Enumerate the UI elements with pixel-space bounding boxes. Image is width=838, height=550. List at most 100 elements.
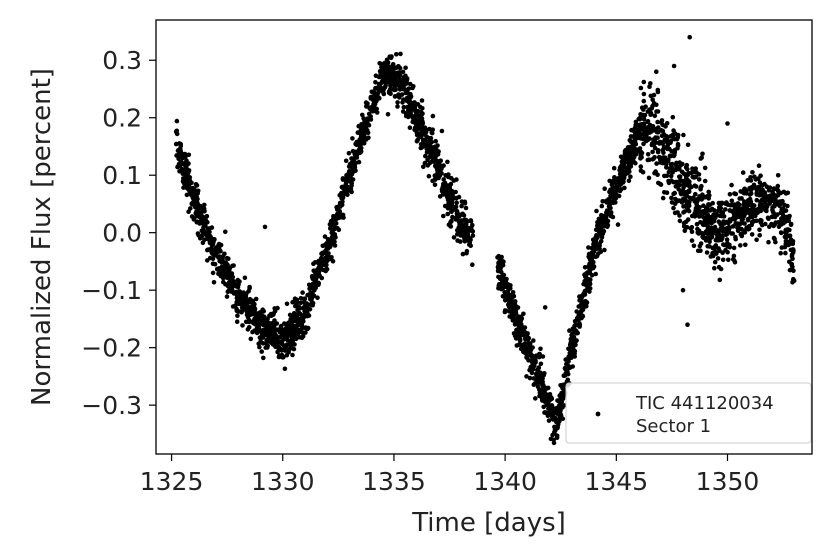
data-point [589, 260, 594, 265]
data-point [599, 212, 604, 218]
data-point [329, 254, 334, 260]
data-point [194, 219, 200, 225]
data-point [470, 229, 476, 234]
data-point [626, 163, 632, 168]
data-point [770, 205, 775, 210]
data-point [348, 186, 354, 192]
data-point [541, 404, 546, 410]
data-point [456, 194, 462, 200]
data-point [290, 352, 295, 358]
data-point [391, 73, 397, 79]
data-point [236, 282, 241, 287]
data-point [431, 146, 437, 152]
data-point [682, 228, 688, 233]
data-point [256, 320, 261, 325]
data-point [725, 244, 730, 249]
data-point [701, 235, 706, 240]
data-point [702, 178, 708, 184]
data-point [582, 265, 588, 270]
data-point [623, 165, 628, 171]
data-point [554, 419, 559, 425]
data-point [248, 312, 254, 317]
data-point [598, 249, 604, 255]
data-point [420, 124, 426, 130]
data-point [395, 104, 400, 109]
data-point [241, 306, 246, 311]
data-point [687, 195, 693, 201]
data-point [395, 100, 400, 105]
data-point [509, 308, 515, 314]
data-point [332, 220, 338, 226]
data-point [673, 167, 679, 173]
data-point [613, 200, 618, 205]
data-point [780, 213, 786, 218]
data-point [264, 337, 270, 343]
data-point [700, 194, 706, 200]
data-point [563, 367, 568, 372]
data-point [545, 399, 550, 405]
data-point [231, 263, 236, 268]
data-point [783, 191, 789, 196]
data-point [759, 182, 765, 188]
data-point [718, 266, 724, 272]
data-point [457, 222, 462, 227]
data-point [281, 335, 286, 341]
data-point [223, 229, 228, 235]
x-tick-label: 1335 [362, 467, 426, 496]
data-point [699, 155, 704, 160]
data-point [216, 266, 222, 271]
data-point [593, 245, 598, 250]
data-point [420, 111, 425, 116]
data-point [461, 218, 466, 223]
data-point [745, 217, 751, 222]
data-point [303, 330, 308, 335]
data-point [757, 202, 763, 208]
data-point [421, 164, 426, 170]
data-point [684, 182, 690, 188]
data-point [704, 250, 710, 255]
data-point [689, 229, 695, 234]
y-tick-label: 0.1 [102, 161, 142, 190]
data-point [202, 222, 208, 227]
data-point [588, 267, 593, 272]
data-point [700, 151, 705, 157]
data-point [401, 97, 406, 102]
data-point [352, 159, 357, 164]
data-point [454, 177, 459, 182]
data-point [294, 319, 300, 325]
data-point [184, 192, 190, 198]
data-point [422, 137, 428, 143]
data-point [234, 308, 240, 314]
data-point [659, 140, 664, 145]
data-point [341, 184, 346, 189]
data-point [358, 134, 364, 140]
data-point [331, 216, 336, 222]
data-point [460, 251, 466, 257]
data-point [657, 155, 662, 160]
data-point [579, 293, 585, 298]
data-point [284, 301, 290, 307]
data-point [791, 276, 796, 282]
data-point [628, 134, 634, 139]
data-point [781, 217, 787, 223]
data-point [323, 242, 328, 247]
x-tick-label: 1330 [251, 467, 315, 496]
data-point [753, 208, 759, 214]
data-point [620, 171, 626, 176]
data-point [644, 132, 649, 138]
data-point [748, 178, 754, 183]
y-tick-label: 0.0 [102, 219, 142, 248]
data-point [747, 202, 752, 208]
data-point [711, 219, 717, 224]
data-point [652, 145, 658, 151]
data-point [282, 321, 287, 326]
data-point [589, 245, 595, 251]
data-point [783, 250, 788, 256]
data-point [188, 206, 193, 211]
data-point [443, 189, 449, 195]
data-point [555, 425, 560, 431]
data-point [524, 343, 529, 349]
data-point [373, 95, 378, 101]
data-point [680, 287, 686, 293]
data-point [598, 239, 604, 244]
